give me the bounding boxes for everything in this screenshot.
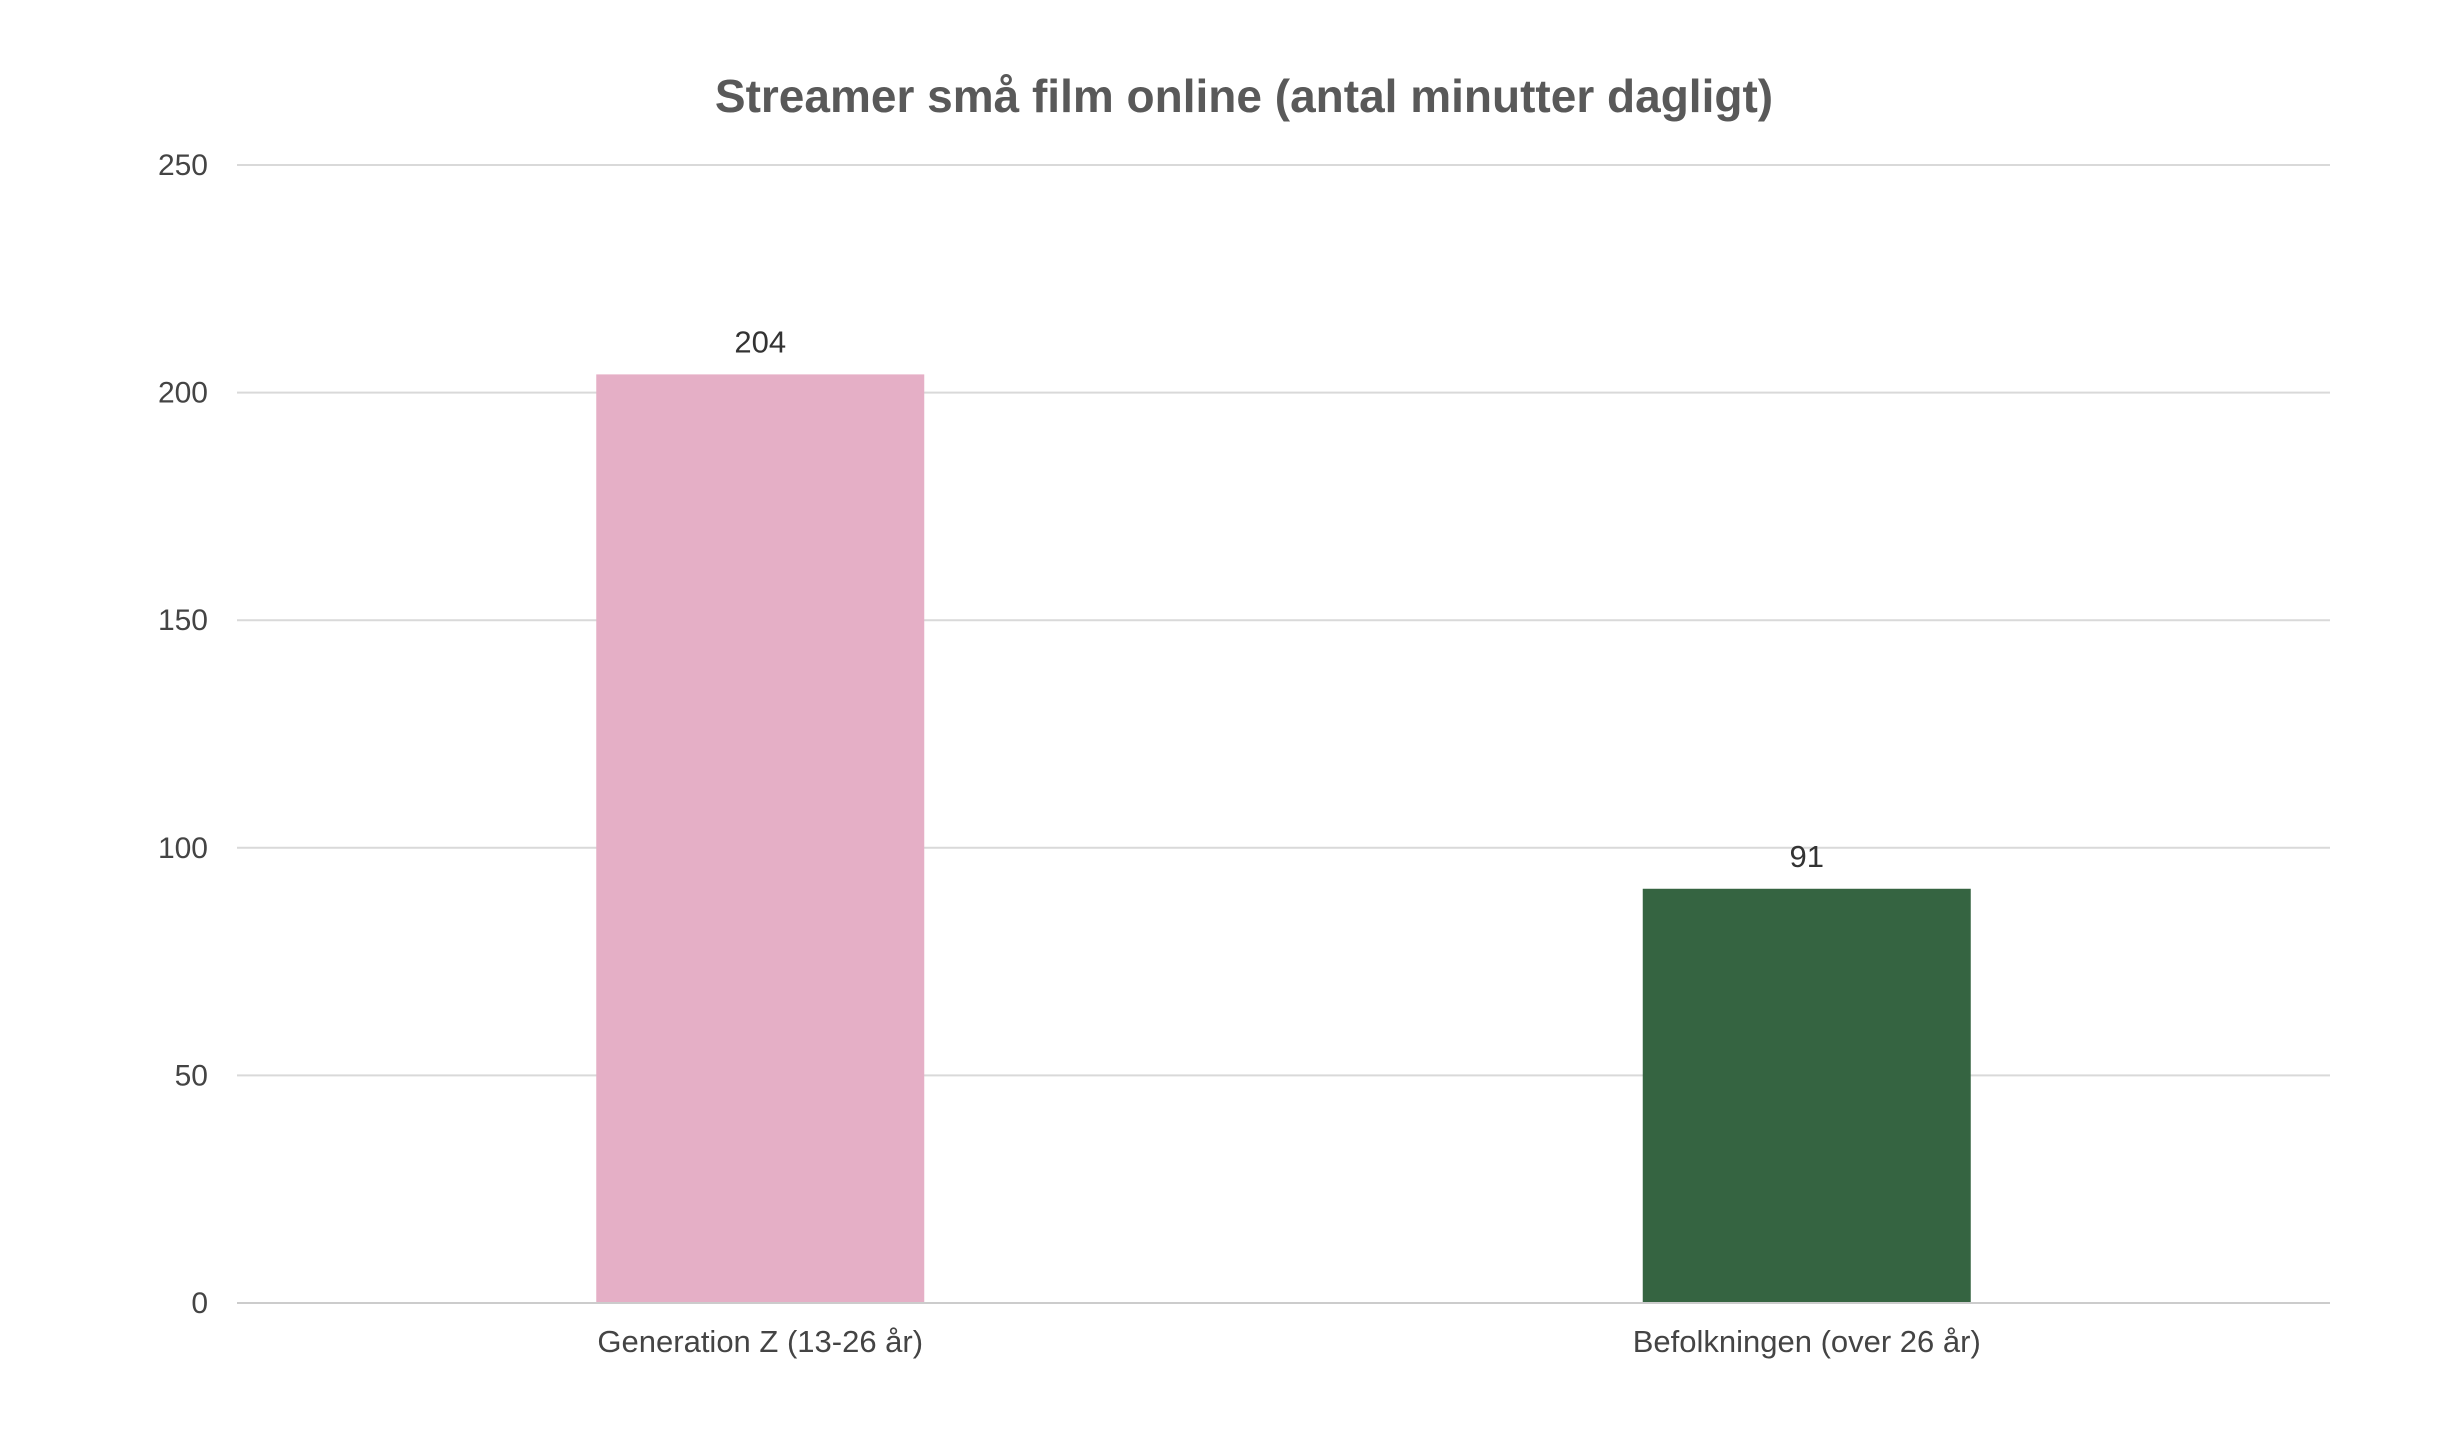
y-tick-label: 200: [158, 377, 208, 410]
y-tick-label: 150: [158, 604, 208, 637]
data-label-2: 91: [1790, 839, 1824, 874]
bars: [596, 374, 1971, 1304]
category-label-2: Befolkningen (over 26 år): [1633, 1324, 1981, 1359]
bar-1: [596, 374, 925, 1304]
category-label-1: Generation Z (13-26 år): [597, 1324, 923, 1359]
y-tick-label: 50: [175, 1059, 208, 1092]
x-axis-categories: Generation Z (13-26 år) Befolkningen (ove…: [597, 1324, 1980, 1359]
y-axis-ticks: 0 50 100 150 200 250: [158, 149, 208, 1320]
gridlines: [237, 164, 2330, 1077]
chart-title: Streamer små film online (antal minutter…: [715, 70, 1773, 122]
y-tick-label: 250: [158, 149, 208, 182]
bar-2: [1642, 888, 1971, 1303]
y-tick-label: 0: [191, 1287, 208, 1320]
y-tick-label: 100: [158, 832, 208, 865]
data-labels: 204 91: [734, 324, 1824, 873]
data-label-1: 204: [734, 324, 786, 359]
